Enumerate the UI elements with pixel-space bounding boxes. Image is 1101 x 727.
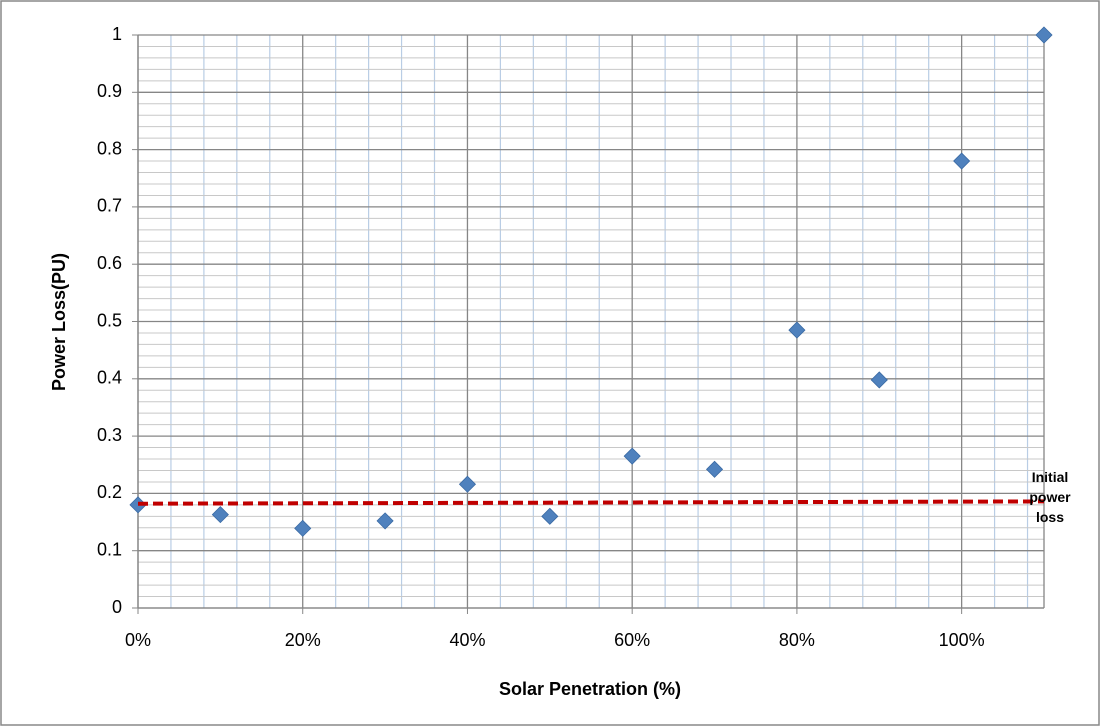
scatter-point [541,507,559,525]
y-tick-label: 0.3 [97,425,122,445]
x-tick-label: 60% [614,630,650,650]
scatter-point [294,519,312,537]
scatter-point [458,475,477,493]
reference-line [137,499,1045,506]
x-tick-label: 0% [125,630,151,650]
reference-line-label: Initial power loss [1029,469,1071,526]
x-tick-label: 80% [779,630,815,650]
y-tick-label: 1 [112,24,122,44]
scatter-point [623,447,641,465]
x-tick-label: 20% [285,630,321,650]
y-tick-label: 0.8 [97,138,122,158]
x-tick-label: 40% [449,630,485,650]
x-tick-label: 100% [939,630,985,650]
y-tick-label: 0 [112,597,122,617]
y-tick-label: 0.4 [97,368,122,388]
y-tick-label: 0.6 [97,253,122,273]
y-tick-label: 0.5 [97,310,122,330]
x-axis-title: Solar Penetration (%) [499,679,681,699]
y-tick-label: 0.1 [97,539,122,559]
reference-line-label-text: Initial power loss [1029,469,1071,526]
y-tick-label: 0.2 [97,482,122,502]
scatter-point [1035,26,1053,44]
major-grid [137,34,1044,609]
y-tick-label: 0.7 [97,196,122,216]
scatter-point [788,321,806,339]
scatter-point [211,506,229,524]
scatter-point [376,512,394,530]
scatter-point [870,371,888,389]
scatter-point [705,460,724,478]
y-axis-title: Power Loss(PU) [49,253,69,391]
y-tick-label: 0.9 [97,81,122,101]
scatter-point [953,152,971,170]
